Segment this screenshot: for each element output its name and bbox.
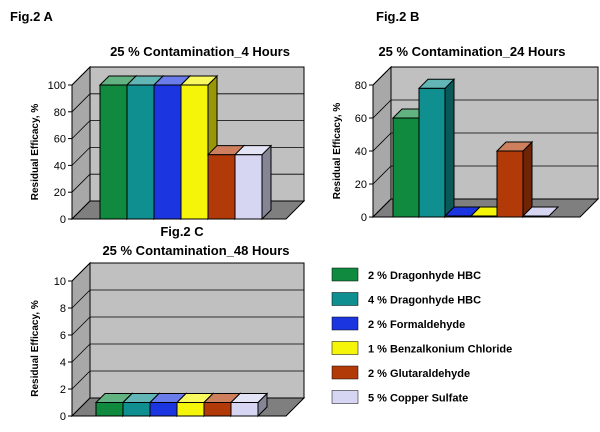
chart-title-48-hours: 25 % Contamination_48 Hours xyxy=(102,243,289,258)
legend-swatch xyxy=(331,267,359,282)
legend-swatch xyxy=(331,292,359,306)
y-tick-label: 60 xyxy=(355,113,367,125)
gridline xyxy=(71,370,304,390)
bar-front xyxy=(234,154,263,220)
y-tick-label: 80 xyxy=(355,80,367,92)
bar-front xyxy=(126,84,155,220)
legend-label: 2 % Glutaraldehyde xyxy=(368,368,470,380)
legend-label: 1 % Benzalkonium Chloride xyxy=(368,344,512,356)
legend-swatch xyxy=(331,365,359,380)
y-tick-label: 20 xyxy=(355,179,367,191)
chart-title-24-hours: 25 % Contamination_24 Hours xyxy=(378,44,565,59)
legend-label: 5 % Copper Sulfate xyxy=(368,393,468,405)
chart-4-hours: 25 % Contamination_4 Hours 0 20 40 60 80 100 R… xyxy=(30,44,306,226)
chart-back-wall xyxy=(89,262,305,399)
bar-side xyxy=(522,140,533,219)
bar-front xyxy=(207,154,236,220)
y-tick-label: 40 xyxy=(355,146,367,158)
chart-48-hours: 25 % Contamination_48 Hours 0 2 4 6 8 10 Resid… xyxy=(30,243,306,423)
gridline xyxy=(71,66,304,86)
bar-front xyxy=(392,117,420,218)
y-tick-label: 40 xyxy=(54,160,66,172)
bar-front xyxy=(418,87,446,218)
legend-item: 2 % Dragonhyde HBC xyxy=(331,267,481,282)
fig-label-b: Fig.2 B xyxy=(376,9,419,24)
bar-front xyxy=(122,402,151,417)
y-axis-label: Residual Efficacy, % xyxy=(30,104,41,201)
bar-front xyxy=(176,402,205,417)
bar-5 xyxy=(495,140,534,219)
y-tick-label: 0 xyxy=(60,411,66,423)
bar-front xyxy=(149,402,178,417)
y-tick-label: 0 xyxy=(361,212,367,224)
legend-item: 2 % Formaldehyde xyxy=(331,316,465,331)
bar-side xyxy=(261,144,272,221)
bar-side xyxy=(444,78,455,219)
legend-item: 1 % Benzalkonium Chloride xyxy=(331,341,512,356)
y-axis-label: Residual Efficacy, % xyxy=(30,300,41,397)
bar-front xyxy=(230,402,259,417)
gridline xyxy=(71,316,304,336)
chart-title-4-hours: 25 % Contamination_4 Hours xyxy=(110,44,290,59)
gridline xyxy=(372,66,598,86)
fig-label-c: Fig.2 C xyxy=(160,224,204,239)
legend-swatch xyxy=(331,341,359,355)
y-tick-label: 0 xyxy=(60,214,66,226)
y-axis-label: Residual Efficacy, % xyxy=(332,103,343,200)
bar-front xyxy=(153,84,182,220)
bar-top xyxy=(229,393,269,403)
gridline xyxy=(372,99,598,119)
bar-front xyxy=(180,84,209,220)
fig-label-a: Fig.2 A xyxy=(10,9,53,24)
y-tick-label: 2 xyxy=(60,384,66,396)
y-tick-label: 80 xyxy=(54,107,66,119)
legend-item: 5 % Copper Sulfate xyxy=(331,390,468,405)
bar-6 xyxy=(521,206,560,217)
legend-label: 4 % Dragonhyde HBC xyxy=(368,295,481,307)
chart-side-wall xyxy=(71,65,91,221)
y-tick-label: 6 xyxy=(60,330,66,342)
legend-item: 4 % Dragonhyde HBC xyxy=(331,292,481,307)
bar-front xyxy=(95,402,124,417)
legend-label: 2 % Dragonhyde HBC xyxy=(368,270,481,282)
bar-4 xyxy=(179,74,219,221)
chart-24-hours: 25 % Contamination_24 Hours 0 20 40 60 80 Res… xyxy=(332,44,600,224)
y-tick-label: 8 xyxy=(60,303,66,315)
bar-zero-slab xyxy=(521,206,560,217)
bar-top xyxy=(179,75,219,86)
bar-top xyxy=(417,78,456,89)
bar-front xyxy=(203,402,232,417)
bar-6 xyxy=(233,144,273,221)
legend: 2 % Dragonhyde HBC 4 % Dragonhyde HBC 2 % … xyxy=(331,267,512,405)
y-tick-label: 4 xyxy=(60,357,66,369)
bar-5 xyxy=(202,392,242,418)
bar-top xyxy=(233,145,273,156)
legend-item: 2 % Glutaraldehyde xyxy=(331,365,470,380)
bar-front xyxy=(99,84,128,220)
y-tick-label: 20 xyxy=(54,187,66,199)
bar-front xyxy=(496,150,524,218)
gridline xyxy=(71,93,304,113)
legend-label: 2 % Formaldehyde xyxy=(368,319,465,331)
gridline xyxy=(71,120,304,139)
y-tick-label: 10 xyxy=(54,276,66,288)
gridline xyxy=(71,289,304,309)
bar-6 xyxy=(229,392,269,418)
legend-swatch xyxy=(331,316,359,331)
gridline xyxy=(71,262,304,282)
gridline xyxy=(71,343,304,363)
bar-top xyxy=(495,141,534,152)
bar-2 xyxy=(417,78,456,219)
y-tick-label: 100 xyxy=(48,80,66,92)
y-tick-label: 60 xyxy=(54,134,66,146)
chart-side-wall xyxy=(71,261,91,418)
gridline xyxy=(372,132,598,152)
legend-swatch xyxy=(331,390,359,404)
